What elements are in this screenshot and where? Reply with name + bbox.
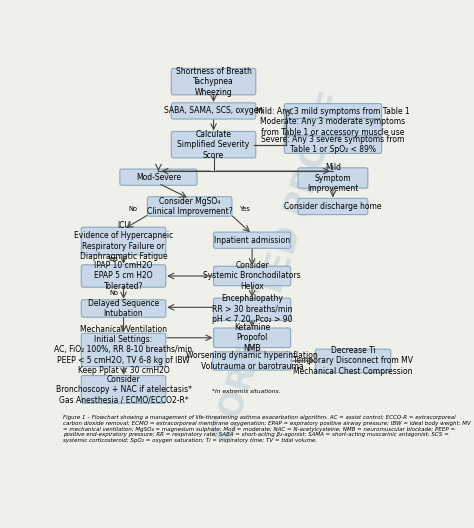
FancyBboxPatch shape [82,300,166,317]
Text: No: No [128,206,137,212]
Text: IPAP 10 cmH2O
EPAP 5 cm H2O
Tolerated?: IPAP 10 cmH2O EPAP 5 cm H2O Tolerated? [94,261,153,291]
FancyBboxPatch shape [213,266,291,286]
FancyBboxPatch shape [298,168,368,188]
Text: ICU
Evidence of Hypercapneic
Respiratory Failure or
Diaphragmatic Fatigue: ICU Evidence of Hypercapneic Respiratory… [74,221,173,261]
FancyBboxPatch shape [82,375,166,403]
Text: CORRECTED PROOF: CORRECTED PROOF [208,88,352,446]
Text: Delayed Sequence
Intubation: Delayed Sequence Intubation [88,299,159,318]
FancyBboxPatch shape [284,118,382,136]
Text: Mod-Severe: Mod-Severe [136,173,181,182]
Text: *In extremis situations.: *In extremis situations. [212,389,280,394]
Text: No: No [109,290,118,296]
Text: SABA, SAMA, SCS, oxygen: SABA, SAMA, SCS, oxygen [164,107,263,116]
FancyBboxPatch shape [284,103,382,119]
Text: Yes: Yes [108,256,119,262]
Text: Yes: Yes [240,206,251,212]
FancyBboxPatch shape [213,232,291,248]
Text: Consider discharge home: Consider discharge home [284,202,382,211]
Text: Consider MgSO₄
Clinical Improvement?: Consider MgSO₄ Clinical Improvement? [147,197,233,216]
FancyBboxPatch shape [298,199,368,214]
Text: Shortness of Breath
Tachypnea
Wheezing: Shortness of Breath Tachypnea Wheezing [175,67,252,97]
Text: Encephalopathy
RR > 30 breaths/min
pH < 7.20, Pco₂ > 90: Encephalopathy RR > 30 breaths/min pH < … [212,295,292,324]
FancyBboxPatch shape [171,103,256,119]
Text: Consider
Systemic Bronchodilators
Heliox: Consider Systemic Bronchodilators Heliox [203,261,301,291]
FancyBboxPatch shape [82,227,166,255]
FancyBboxPatch shape [120,169,197,185]
FancyBboxPatch shape [82,265,166,287]
Text: Calculate
Simplified Severity
Score: Calculate Simplified Severity Score [177,130,250,159]
Text: Consider
Bronchoscopy + NAC if atelectasis*
Gas Anesthesia / ECMO/ECCO2-R*: Consider Bronchoscopy + NAC if atelectas… [55,374,191,404]
Text: Severe: Any 3 severe symptoms from
Table 1 or SpO₂ < 89%: Severe: Any 3 severe symptoms from Table… [261,135,405,154]
Text: Inpatient admission: Inpatient admission [214,235,290,244]
Text: Mild: Any 3 mild symptoms from Table 1: Mild: Any 3 mild symptoms from Table 1 [256,107,410,116]
FancyBboxPatch shape [82,333,166,366]
FancyBboxPatch shape [213,328,291,347]
FancyBboxPatch shape [213,298,291,320]
FancyBboxPatch shape [171,69,256,95]
FancyBboxPatch shape [171,131,256,158]
Text: Moderate: Any 3 moderate symptoms
from Table 1 or accessory muscle use: Moderate: Any 3 moderate symptoms from T… [260,118,405,137]
FancyBboxPatch shape [316,349,391,373]
FancyBboxPatch shape [284,136,382,154]
Text: Figure 1 – Flowchart showing a management of life-threatening asthma exacerbatio: Figure 1 – Flowchart showing a managemen… [63,415,471,443]
FancyBboxPatch shape [147,197,232,216]
Text: Ketamine
Propofol
NMB: Ketamine Propofol NMB [234,323,270,353]
Text: Mechanical Ventilation
Initial Settings:
AC, FiO₂ 100%, RR 8-10 breaths/min
PEEP: Mechanical Ventilation Initial Settings:… [55,325,192,375]
Text: Worsening dynamic hyperinflation
Volutrauma or barotrauma: Worsening dynamic hyperinflation Volutra… [186,351,318,371]
Text: Mild
Symptom
Improvement: Mild Symptom Improvement [307,163,359,193]
FancyBboxPatch shape [213,352,292,370]
Text: Decrease Ti
Temporary Disconnect from MV
Mechanical Chest Compression: Decrease Ti Temporary Disconnect from MV… [293,346,413,376]
